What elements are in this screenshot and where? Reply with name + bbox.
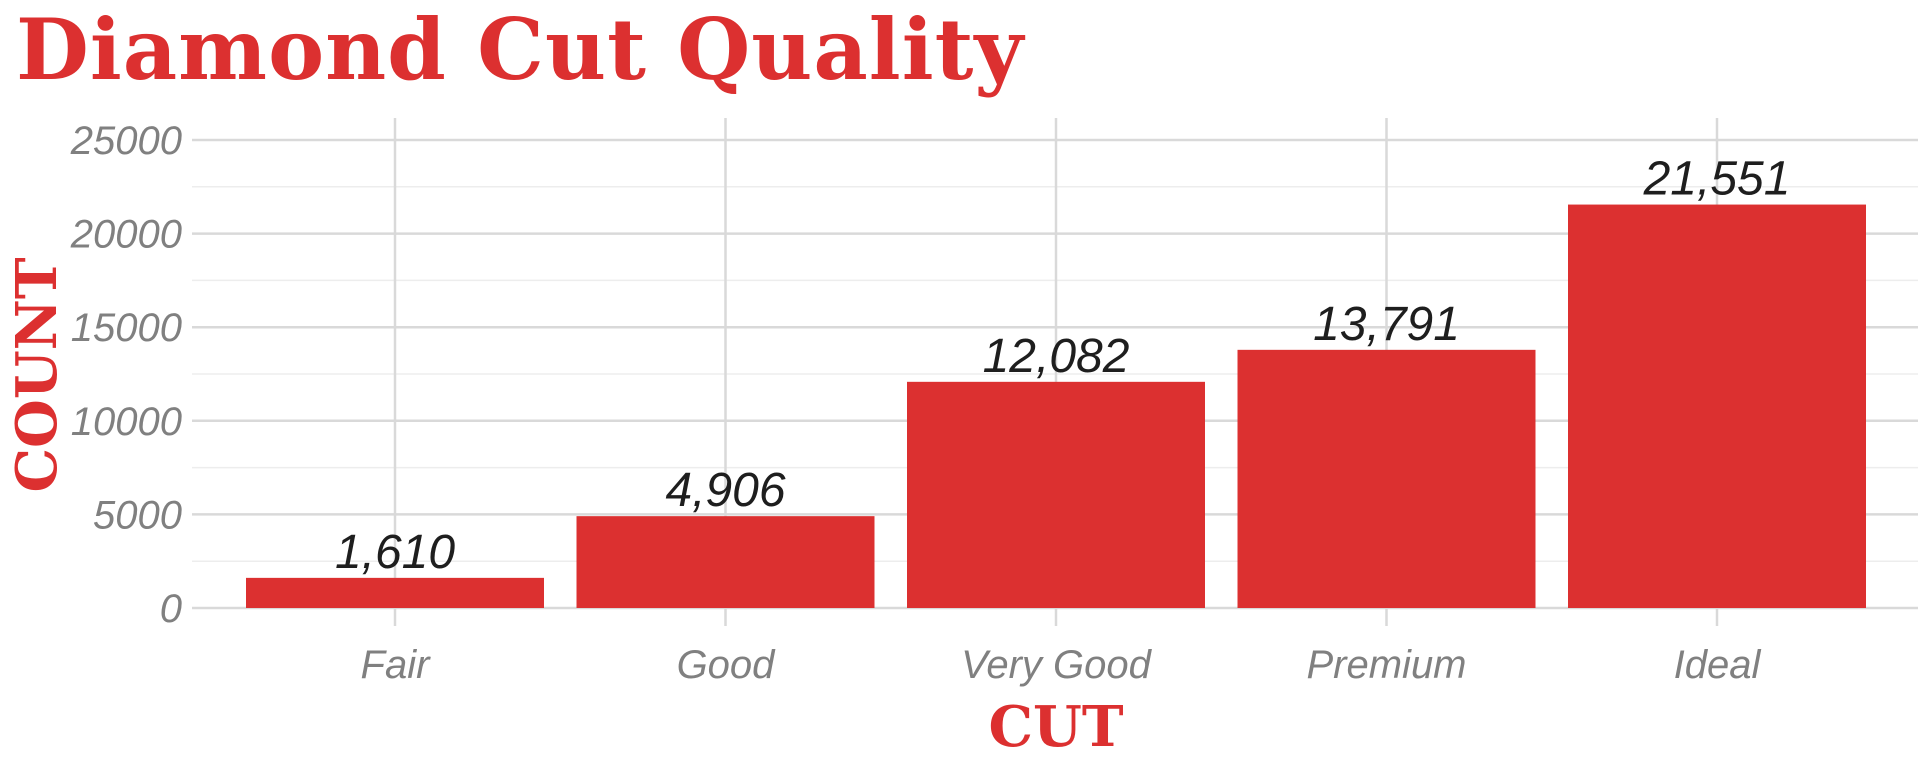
- x-tick-label: Very Good: [961, 643, 1152, 687]
- y-axis-title: COUNT: [4, 257, 70, 492]
- x-axis-title: CUT: [988, 694, 1123, 760]
- bar-value-label: 21,551: [1643, 153, 1791, 206]
- bar-labels-layer: 1,610 4,906 12,082 13,791 21,551: [335, 153, 1790, 579]
- y-tick-label: 25000: [70, 119, 182, 163]
- y-tick-labels: 0 5000 10000 15000 20000 25000: [70, 119, 182, 631]
- bars-layer: [246, 204, 1866, 608]
- bar-good: [576, 516, 875, 608]
- y-tick-label: 15000: [71, 306, 182, 350]
- chart-title: Diamond Cut Quality: [16, 0, 1025, 99]
- bar-fair: [246, 577, 544, 608]
- y-tick-label: 20000: [70, 213, 182, 257]
- bar-value-label: 1,610: [335, 526, 455, 579]
- bar-value-label: 4,906: [665, 464, 785, 517]
- y-tick-label: 10000: [71, 400, 182, 444]
- x-tick-label: Fair: [361, 643, 432, 687]
- x-tick-label: Ideal: [1674, 643, 1762, 687]
- bar-value-label: 13,791: [1313, 298, 1460, 351]
- y-tick-label: 0: [160, 587, 182, 631]
- bar-value-label: 12,082: [983, 330, 1130, 383]
- x-tick-labels: Fair Good Very Good Premium Ideal: [361, 643, 1762, 687]
- x-tick-label: Premium: [1306, 643, 1466, 687]
- bar-very-good: [907, 381, 1205, 608]
- bar-premium: [1237, 349, 1536, 608]
- x-tick-label: Good: [677, 643, 777, 687]
- y-tick-label: 5000: [93, 493, 182, 537]
- bar-ideal: [1568, 204, 1866, 608]
